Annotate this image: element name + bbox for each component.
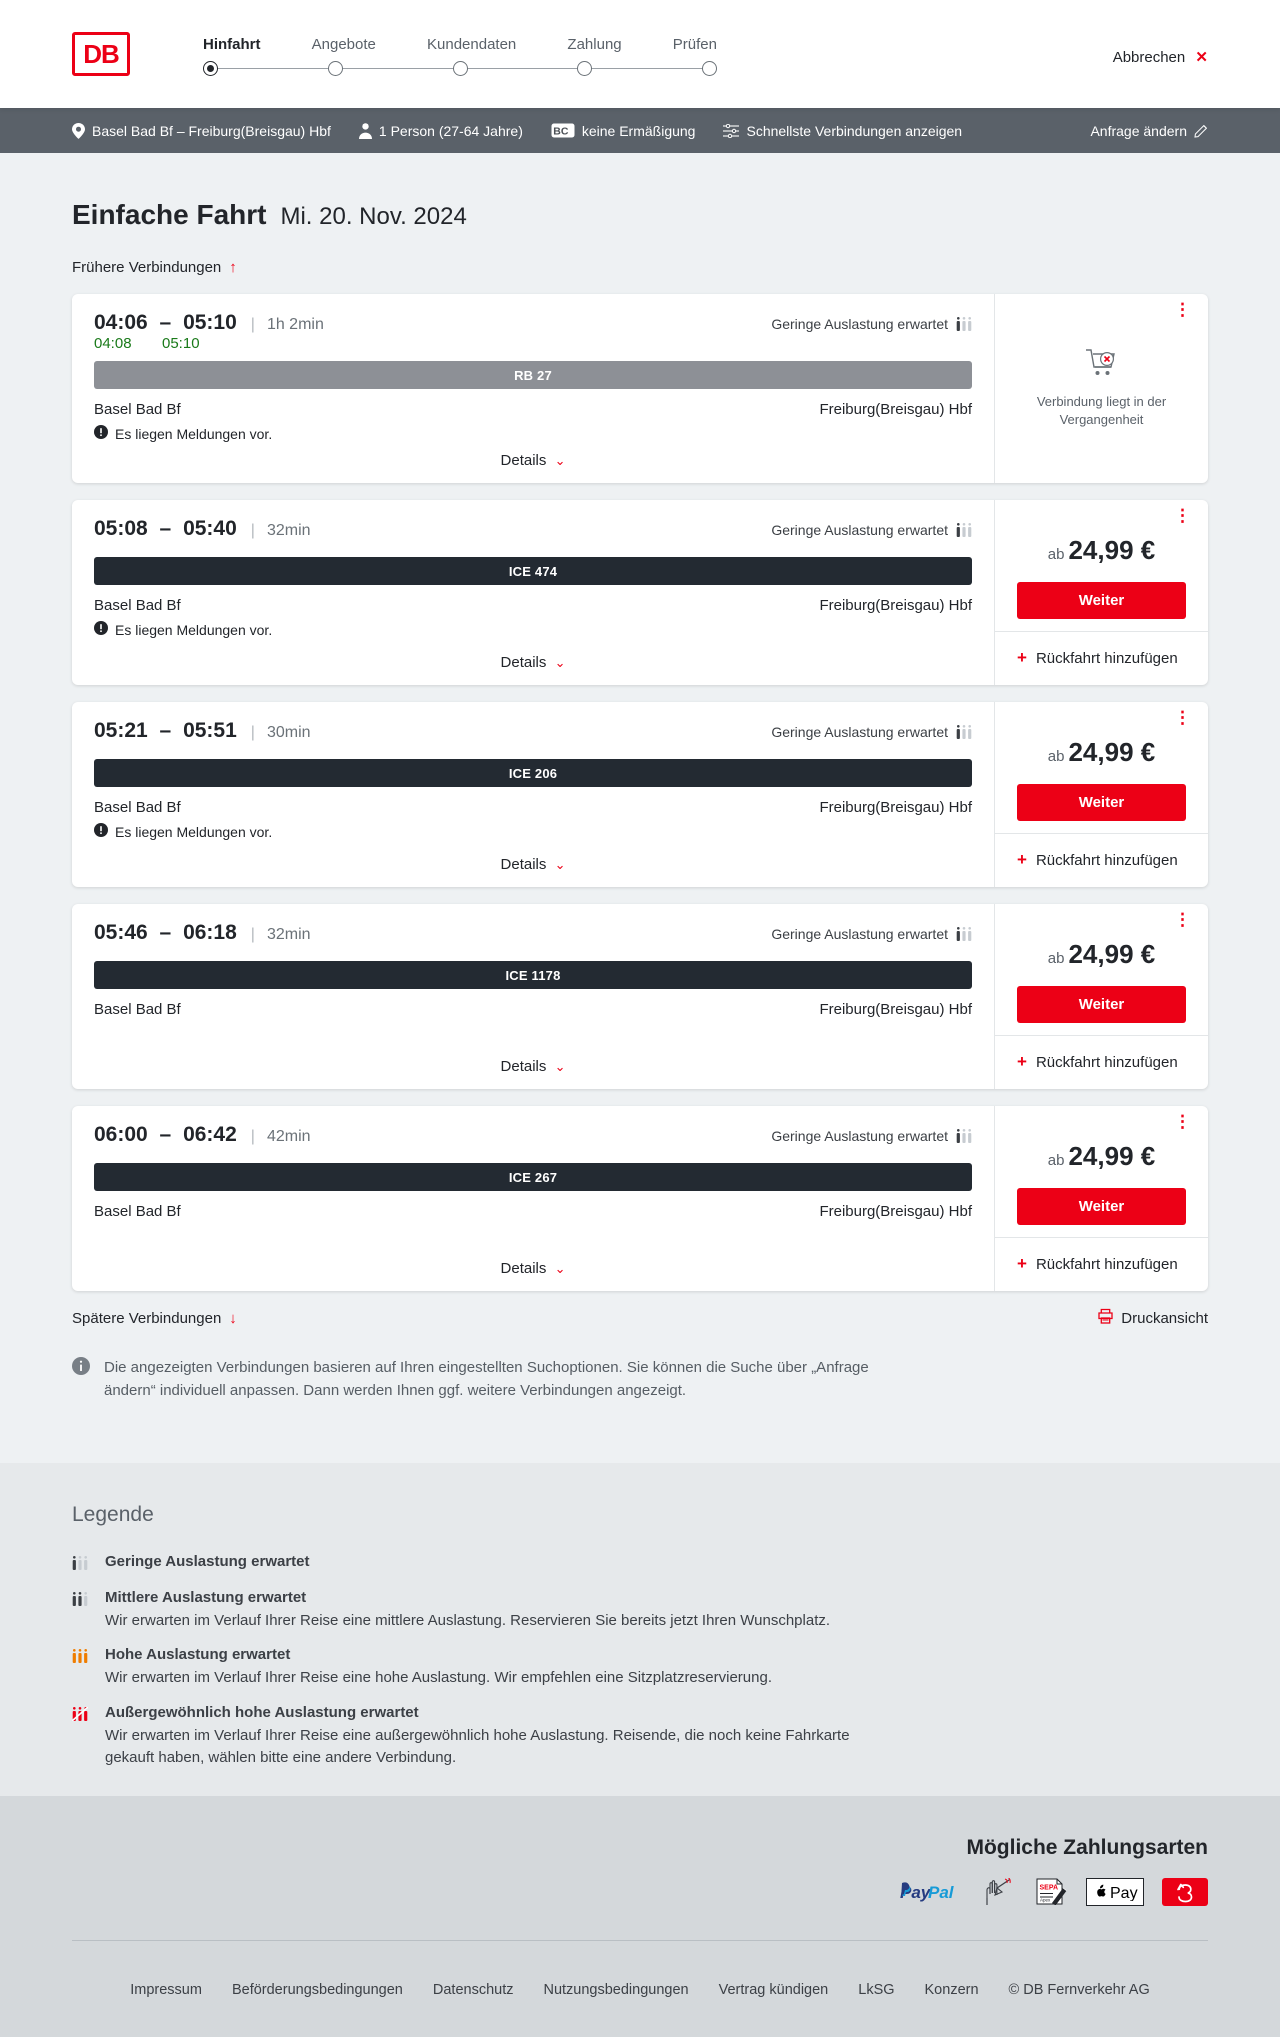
svg-text:SEPA: SEPA xyxy=(1040,1885,1059,1892)
svg-text:Pay: Pay xyxy=(1110,1885,1138,1901)
svg-text:Pal: Pal xyxy=(928,1883,955,1902)
svg-text:BC: BC xyxy=(553,125,569,137)
svg-text:Apex: Apex xyxy=(1040,1898,1051,1903)
